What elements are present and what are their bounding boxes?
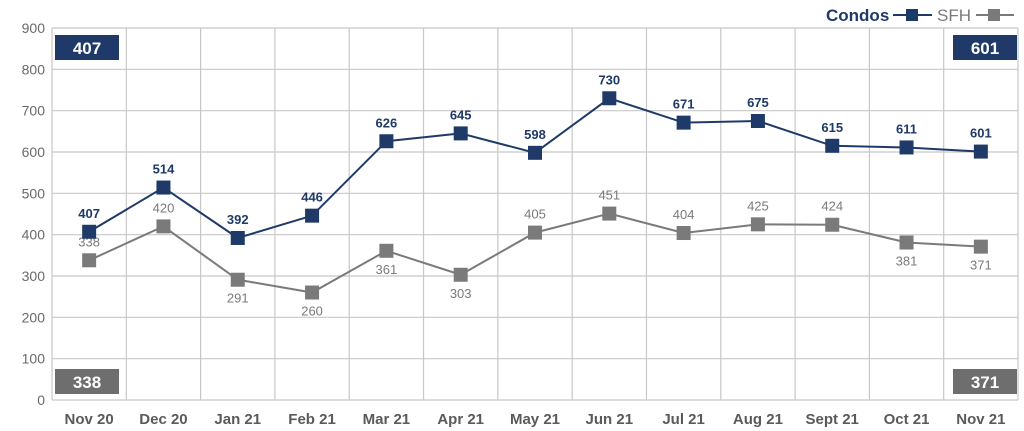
legend-marker-sfh <box>988 9 1000 21</box>
x-tick-label: Sept 21 <box>806 411 859 428</box>
data-point-condos <box>899 140 914 155</box>
data-label-condos: 671 <box>673 97 695 112</box>
data-point-sfh <box>82 253 97 268</box>
x-axis: Nov 20 Dec 20 Jan 21 Feb 21 Mar 21 Apr 21 May … <box>65 411 1006 428</box>
y-tick-label: 100 <box>22 351 46 367</box>
data-label-condos: 446 <box>301 190 323 205</box>
x-tick-label: Mar 21 <box>363 411 411 428</box>
data-point-condos <box>750 114 765 128</box>
legend-label-condos: Condos <box>826 6 889 25</box>
data-label-condos: 514 <box>153 162 175 177</box>
data-label-condos: 392 <box>227 212 249 227</box>
data-point-sfh <box>379 243 394 258</box>
data-label-sfh: 404 <box>673 207 695 222</box>
data-label-condos: 615 <box>821 120 843 135</box>
data-point-sfh <box>156 219 171 234</box>
data-point-condos <box>305 208 320 223</box>
data-label-condos: 626 <box>376 115 398 130</box>
data-point-sfh <box>825 217 840 232</box>
data-point-condos <box>676 115 691 130</box>
y-tick-label: 600 <box>22 144 46 160</box>
data-point-condos <box>230 230 245 245</box>
data-point-sfh <box>676 226 691 241</box>
data-label-condos: 730 <box>598 72 620 87</box>
y-tick-label: 500 <box>22 185 46 201</box>
callouts: 407 601 338 371 <box>55 35 1017 394</box>
y-axis: 0 100 200 300 400 500 600 700 800 900 <box>22 20 46 408</box>
series-condos: 407 514 392 446 626 645 598 730 671 675 615 611 601 <box>78 72 992 245</box>
data-point-condos <box>379 134 394 149</box>
callout-sfh-start: 338 <box>73 373 101 392</box>
callout-sfh-end: 371 <box>971 373 999 392</box>
callout-condos-end: 601 <box>971 39 999 58</box>
y-tick-label: 800 <box>22 61 46 77</box>
x-tick-label: Dec 20 <box>139 411 187 428</box>
data-label-sfh: 381 <box>896 254 918 269</box>
series-line-sfh <box>88 212 981 294</box>
data-label-sfh: 405 <box>524 207 546 222</box>
data-label-condos: 601 <box>970 126 992 141</box>
data-label-sfh: 260 <box>301 304 323 319</box>
data-point-condos <box>156 180 171 195</box>
data-label-sfh: 420 <box>153 200 175 215</box>
data-point-condos <box>82 224 97 239</box>
data-label-condos: 598 <box>524 127 546 142</box>
legend: Condos SFH <box>826 6 1014 25</box>
y-tick-label: 400 <box>22 227 46 243</box>
data-label-sfh: 425 <box>747 198 769 213</box>
data-point-condos <box>973 144 988 159</box>
x-tick-label: Feb 21 <box>288 411 336 428</box>
x-tick-label: May 21 <box>510 411 560 428</box>
y-tick-label: 700 <box>22 103 46 119</box>
data-point-sfh <box>602 206 617 221</box>
data-label-sfh: 451 <box>598 188 620 203</box>
callout-sfh-start-box <box>55 369 119 394</box>
data-point-sfh <box>973 239 988 254</box>
data-label-sfh: 424 <box>821 199 843 214</box>
legend-marker-condos <box>906 9 918 21</box>
x-tick-label: Jan 21 <box>214 411 261 428</box>
data-point-sfh <box>230 272 245 287</box>
x-tick-label: Jun 21 <box>586 411 634 428</box>
data-point-condos <box>602 91 617 106</box>
legend-label-sfh: SFH <box>937 6 971 25</box>
data-label-sfh: 291 <box>227 291 249 306</box>
data-label-condos: 675 <box>747 95 769 110</box>
callout-condos-start: 407 <box>73 39 101 58</box>
callout-condos-start-box <box>55 35 119 60</box>
data-point-sfh <box>453 267 468 282</box>
data-label-condos: 645 <box>450 107 472 122</box>
callout-sfh-end-box <box>953 369 1017 394</box>
x-tick-label: Jul 21 <box>662 411 705 428</box>
data-label-condos: 407 <box>78 206 100 221</box>
data-point-condos <box>825 138 840 153</box>
data-label-sfh: 361 <box>376 262 398 277</box>
data-point-sfh <box>750 217 765 232</box>
grid <box>51 27 1019 401</box>
callout-condos-end-box <box>953 35 1017 60</box>
x-tick-label: Oct 21 <box>884 411 930 428</box>
y-tick-label: 300 <box>22 268 46 284</box>
data-label-condos: 611 <box>896 121 917 136</box>
x-tick-label: Apr 21 <box>437 411 484 428</box>
data-point-sfh <box>305 285 320 300</box>
data-label-sfh: 303 <box>450 286 472 301</box>
data-point-condos <box>453 126 468 141</box>
x-tick-label: Nov 20 <box>65 411 114 428</box>
y-tick-label: 0 <box>37 392 45 408</box>
data-point-sfh <box>899 235 914 250</box>
data-point-sfh <box>528 225 542 240</box>
y-tick-label: 200 <box>22 309 46 325</box>
y-tick-label: 900 <box>22 20 46 36</box>
data-label-sfh: 371 <box>970 258 992 273</box>
x-tick-label: Aug 21 <box>733 411 783 428</box>
x-tick-label: Nov 21 <box>956 411 1005 428</box>
data-point-condos <box>528 145 542 160</box>
